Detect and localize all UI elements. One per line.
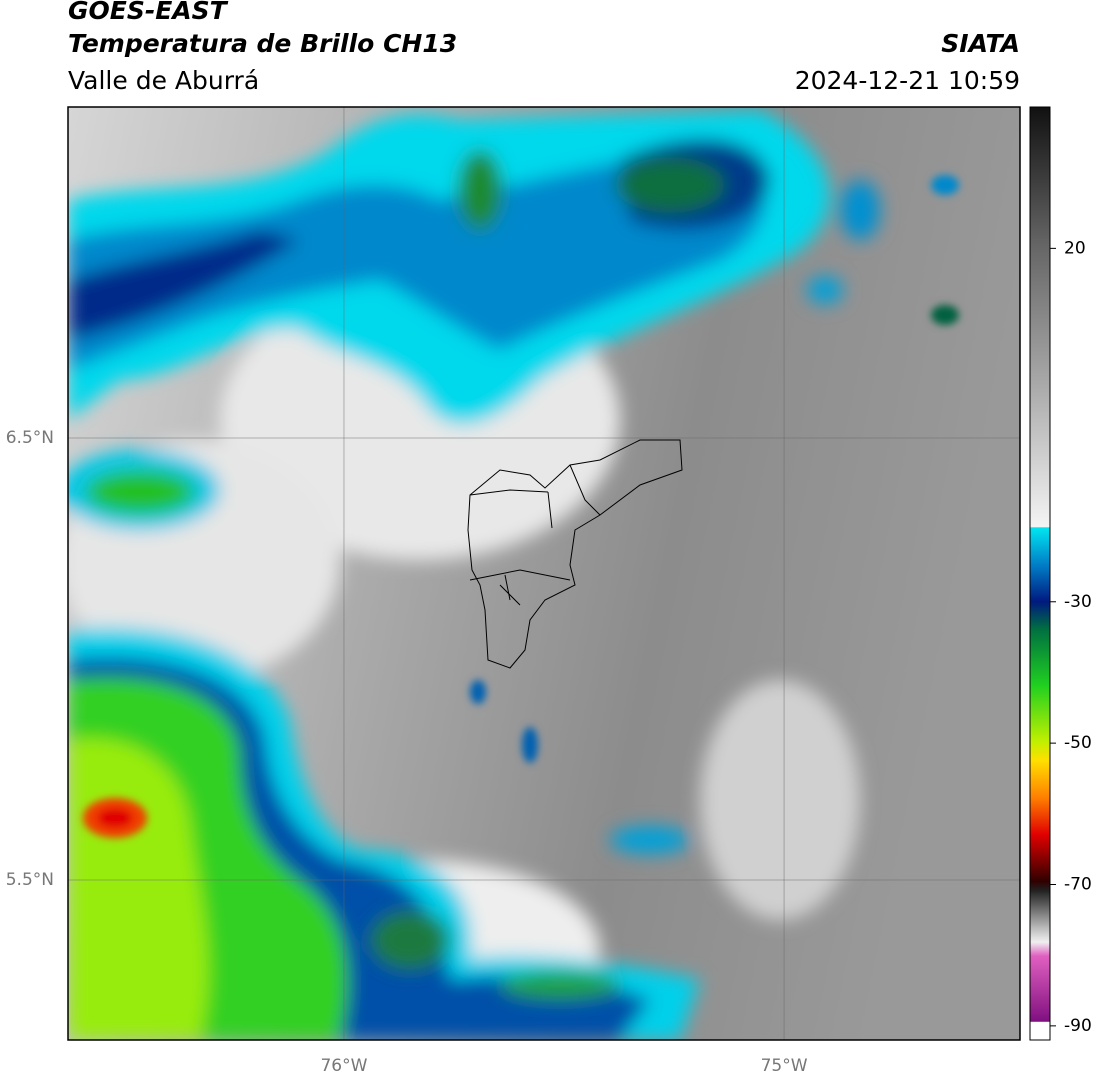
map-frame	[67, 106, 1021, 1041]
graticule	[68, 107, 1020, 1040]
source: SIATA	[941, 29, 1020, 58]
lon-label: 75°W	[761, 1056, 808, 1076]
lon-label: 76°W	[320, 1056, 367, 1076]
colorbar-tick-label: 20	[1064, 238, 1086, 258]
region: Valle de Aburrá	[68, 66, 259, 95]
colorbar-tick-label: -90	[1064, 1016, 1092, 1036]
lat-label: 6.5°N	[6, 428, 54, 448]
datetime: 2024-12-21 10:59	[795, 66, 1020, 95]
colorbar-tick-label: -30	[1064, 592, 1092, 612]
title: GOES-EAST	[68, 0, 229, 25]
colorbar-tick-label: -50	[1064, 733, 1092, 753]
valley-outline	[467, 439, 683, 669]
satellite-image	[68, 107, 1020, 1040]
lat-label: 5.5°N	[6, 870, 54, 890]
colorbar-tick-label: -70	[1064, 875, 1092, 895]
subtitle: Temperatura de Brillo CH13	[68, 29, 457, 58]
colorbar	[1029, 106, 1051, 1041]
